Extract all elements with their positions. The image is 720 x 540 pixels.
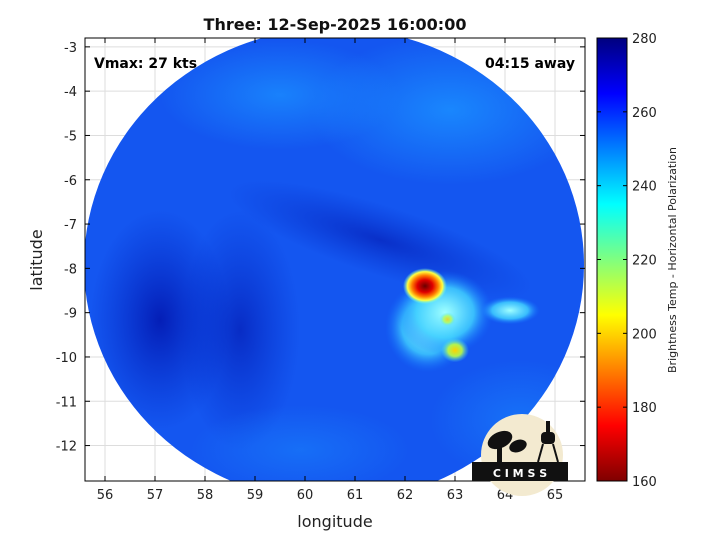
y-tick-label: -11	[56, 395, 77, 410]
x-tick-label: 61	[347, 488, 364, 503]
y-axis-label: latitude	[27, 229, 46, 290]
convective-core	[403, 268, 447, 305]
colorbar-tick-label: 180	[632, 401, 657, 416]
y-tick-label: -5	[64, 129, 77, 144]
colorbar	[596, 37, 628, 482]
swath-image	[85, 38, 584, 481]
colorbar-tick-label: 240	[632, 180, 657, 195]
vmax-annotation: Vmax: 27 kts	[94, 56, 197, 72]
tower-antenna-icon	[546, 421, 550, 433]
secondary-cell	[441, 338, 469, 363]
swath-bright-north-west	[160, 40, 400, 150]
x-tick-label: 60	[297, 488, 314, 503]
swath-dark-band	[227, 180, 533, 300]
eastern-cell	[480, 296, 540, 325]
colorbar-tick-label: 220	[632, 254, 657, 269]
dish-stand-icon	[497, 445, 502, 462]
time-away-annotation: 04:15 away	[485, 56, 575, 72]
y-tick-label: -6	[64, 174, 77, 189]
colorbar-tick-label: 200	[632, 327, 657, 342]
x-tick-label: 65	[547, 488, 564, 503]
tower-leg-left	[537, 443, 544, 463]
cimss-logo: C I M S S	[472, 414, 568, 496]
colorbar-ticks: 280 260 240 220 200 180 160	[597, 32, 657, 490]
swath-dark-central	[180, 210, 300, 450]
swath-bright-south	[190, 405, 410, 481]
y-tick-label: -3	[64, 41, 77, 56]
colorbar-tick-label: 260	[632, 106, 657, 121]
y-tick-label: -10	[56, 351, 77, 366]
convective-features	[385, 268, 540, 373]
minor-cell	[439, 312, 456, 327]
y-axis-ticks: -3 -4 -5 -6 -7 -8 -9 -10 -11 -12	[56, 41, 585, 455]
x-tick-label: 59	[247, 488, 264, 503]
colorbar-label: Brightness Temp - Horizontal Polarizatio…	[666, 147, 679, 373]
x-tick-label: 63	[447, 488, 464, 503]
y-tick-label: -9	[64, 307, 77, 322]
water-tower-icon	[541, 432, 555, 444]
x-tick-label: 56	[97, 488, 114, 503]
satellite-dish-icon	[487, 430, 513, 450]
x-axis-label: longitude	[297, 512, 372, 531]
chart-title: Three: 12-Sep-2025 16:00:00	[204, 15, 467, 34]
small-dish-icon	[509, 439, 527, 453]
logo-text: C I M S S	[493, 467, 547, 480]
y-tick-label: -7	[64, 218, 77, 233]
x-tick-label: 57	[147, 488, 164, 503]
colorbar-tick-label: 160	[632, 475, 657, 490]
x-axis-ticks: 56 57 58 59 60 61 62 63 64 65	[97, 38, 564, 503]
colorbar-tick-label: 280	[632, 32, 657, 47]
logo-band	[472, 462, 568, 481]
tower-leg-right	[552, 443, 559, 463]
y-tick-label: -4	[64, 85, 77, 100]
axes-frame	[84, 37, 586, 482]
x-tick-label: 58	[197, 488, 214, 503]
y-tick-label: -8	[64, 262, 77, 277]
logo-disc	[481, 414, 563, 496]
y-tick-label: -12	[56, 440, 77, 455]
x-tick-label: 62	[397, 488, 414, 503]
